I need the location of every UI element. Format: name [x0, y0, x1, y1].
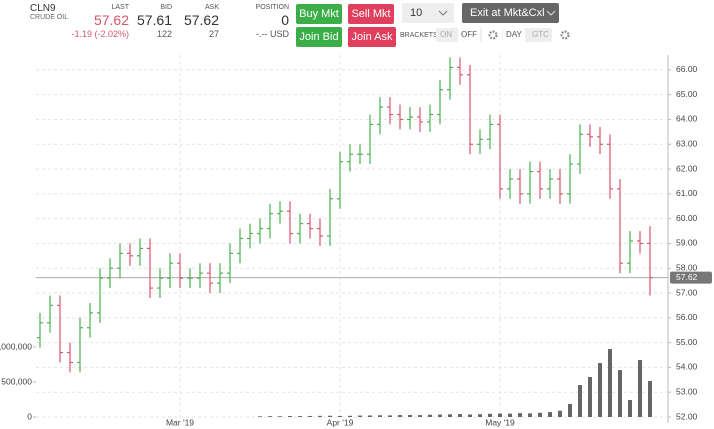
- y-tick-label: 53.00: [676, 386, 698, 396]
- y-tick-label: 61.00: [676, 188, 698, 198]
- volume-bar: [418, 415, 422, 417]
- off-option[interactable]: OFF: [458, 28, 480, 42]
- y-tick-label: 63.00: [676, 139, 698, 149]
- join-ask-button[interactable]: Join Ask: [348, 27, 396, 47]
- y-tick-label: 58.00: [676, 262, 698, 272]
- bid-size: 122: [156, 29, 172, 39]
- x-tick-label: Apr '19: [327, 417, 354, 427]
- last-price-tag: [670, 271, 712, 284]
- exit-button[interactable]: Exit at Mkt&Cxl: [462, 3, 559, 23]
- volume-bar: [408, 414, 412, 417]
- last: 57.62: [93, 12, 129, 28]
- volume-bar: [518, 413, 522, 417]
- ask-label: ASK: [204, 4, 219, 11]
- quantity-box[interactable]: 10: [402, 3, 454, 23]
- volume-bar: [428, 414, 432, 417]
- last-price-label: 57.62: [676, 272, 698, 282]
- buy-button[interactable]: Buy Mkt: [296, 4, 342, 24]
- y-tick-label: 56.00: [676, 312, 698, 322]
- y-tick-label: 59.00: [676, 238, 698, 248]
- volume-bar: [628, 399, 632, 417]
- volume-bar: [458, 414, 462, 417]
- volume-bar: [328, 415, 332, 417]
- x-tick-label: May '19: [485, 417, 515, 427]
- symbol: CLN9: [30, 3, 56, 14]
- join-bid-button[interactable]: Join Bid: [296, 27, 342, 47]
- volume-bar: [638, 360, 642, 417]
- volume-bar: [288, 416, 292, 417]
- volume-bar: [548, 412, 552, 417]
- brackets-toggle[interactable]: ON OFF: [436, 28, 482, 42]
- y-tick-label: 60.00: [676, 213, 698, 223]
- volume-bar: [358, 415, 362, 417]
- day-option[interactable]: DAY: [503, 28, 525, 42]
- dropdown-icon: [438, 10, 448, 16]
- y-tick-label: 57.00: [676, 287, 698, 297]
- volume-bar: [298, 416, 302, 417]
- exit-label: Exit at Mkt&Cxl: [470, 7, 545, 19]
- volume-bar: [448, 414, 452, 417]
- volume-tick-label: 1,000,000: [0, 341, 32, 351]
- volume-bar: [538, 412, 542, 417]
- volume-bar: [438, 414, 442, 417]
- volume-bar: [258, 416, 262, 417]
- settings-icon[interactable]: [560, 30, 570, 40]
- volume-bar: [398, 415, 402, 417]
- x-tick-label: Mar '19: [166, 417, 194, 427]
- sell-button[interactable]: Sell Mkt: [348, 4, 394, 24]
- y-tick-label: 64.00: [676, 114, 698, 124]
- volume-bar: [528, 413, 532, 417]
- volume-bar: [388, 415, 392, 417]
- volume-bar: [598, 363, 602, 417]
- volume-bar: [368, 415, 372, 417]
- y-tick-label: 54.00: [676, 362, 698, 372]
- change: -1.19 (-2.02%): [71, 29, 129, 39]
- volume-bar: [308, 415, 312, 417]
- volume-bar: [648, 381, 652, 417]
- y-tick-label: 66.00: [676, 64, 698, 74]
- volume-bar: [618, 370, 622, 417]
- last-label: LAST: [111, 4, 129, 11]
- volume-tick-label: 500,000: [1, 376, 32, 386]
- volume-bar: [568, 403, 572, 417]
- volume-bar: [468, 414, 472, 417]
- volume-bar: [478, 414, 482, 417]
- bid: 57.61: [136, 12, 172, 28]
- volume-bar: [378, 415, 382, 417]
- description: CRUDE OIL: [30, 14, 69, 21]
- volume-bar: [498, 413, 502, 417]
- volume-bar: [318, 415, 322, 417]
- ask-size: 27: [208, 29, 219, 39]
- position: 0: [281, 12, 289, 28]
- y-tick-label: 55.00: [676, 337, 698, 347]
- dropdown-icon: [546, 10, 556, 16]
- volume-bar: [338, 415, 342, 417]
- volume-bar: [348, 415, 352, 417]
- on-option[interactable]: ON: [440, 30, 452, 39]
- volume-bar: [608, 349, 612, 417]
- volume-bar: [278, 416, 282, 417]
- settings-icon[interactable]: [488, 30, 498, 40]
- quantity: 10: [410, 7, 423, 19]
- pnl: -.-- USD: [256, 29, 289, 39]
- y-tick-label: 52.00: [676, 411, 698, 421]
- y-tick-label: 62.00: [676, 163, 698, 173]
- ask: 57.62: [183, 12, 219, 28]
- volume-tick-label: 0: [27, 411, 32, 421]
- volume-bar: [268, 416, 272, 417]
- tif-toggle[interactable]: DAY GTC: [502, 28, 552, 42]
- gtc-option[interactable]: GTC: [532, 30, 549, 39]
- volume-bar: [488, 413, 492, 417]
- volume-bar: [558, 410, 562, 417]
- bid-label: BID: [160, 4, 172, 11]
- y-tick-label: 65.00: [676, 89, 698, 99]
- volume-bar: [508, 413, 512, 417]
- brackets-label: BRACKETS: [400, 32, 438, 39]
- volume-bar: [578, 385, 582, 417]
- volume-bar: [588, 377, 592, 417]
- position-label: POSITION: [255, 4, 289, 11]
